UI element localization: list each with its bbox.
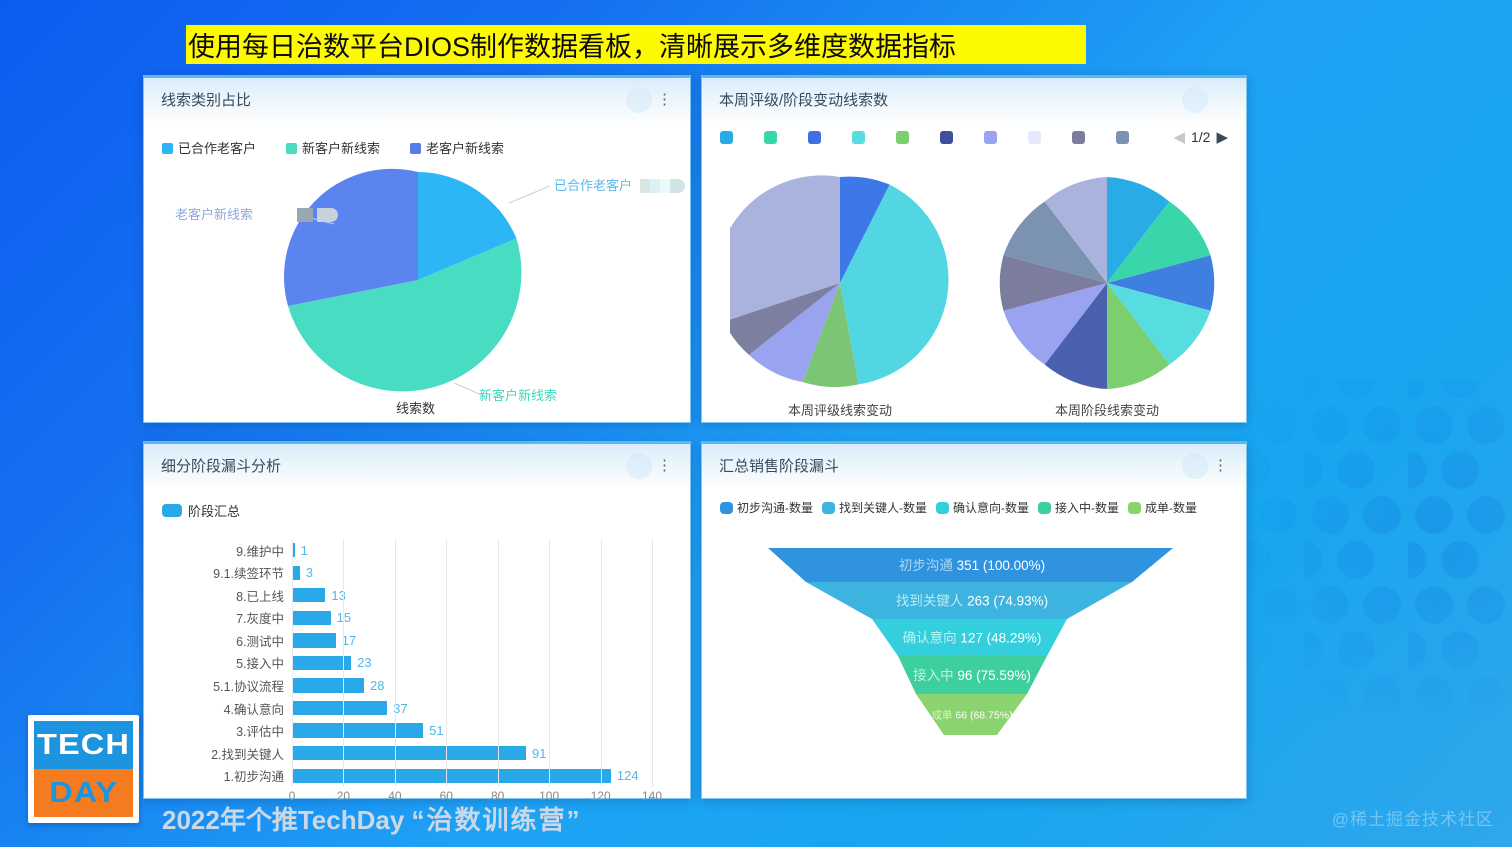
svg-text:初步沟通 351 (100.00%): 初步沟通 351 (100.00%) xyxy=(899,557,1045,573)
svg-text:接入中 96 (75.59%): 接入中 96 (75.59%) xyxy=(913,667,1031,683)
svg-text:新客户新线索: 新客户新线索 xyxy=(302,141,380,156)
svg-text:已合作老客户: 已合作老客户 xyxy=(178,141,256,156)
svg-text:成单 66 (68.75%): 成单 66 (68.75%) xyxy=(931,710,1012,722)
svg-text:找到关键人 263 (74.93%): 找到关键人 263 (74.93%) xyxy=(896,594,1048,609)
svg-text:已合作老客户: 已合作老客户 xyxy=(554,178,632,193)
svg-text:老客户新线索: 老客户新线索 xyxy=(175,207,253,222)
svg-text:新客户新线索: 新客户新线索 xyxy=(479,388,557,403)
svg-text:老客户新线索: 老客户新线索 xyxy=(426,141,504,156)
svg-text:确认意向 127 (48.29%): 确认意向 127 (48.29%) xyxy=(903,630,1042,646)
svg-text:线索数: 线索数 xyxy=(396,401,435,416)
